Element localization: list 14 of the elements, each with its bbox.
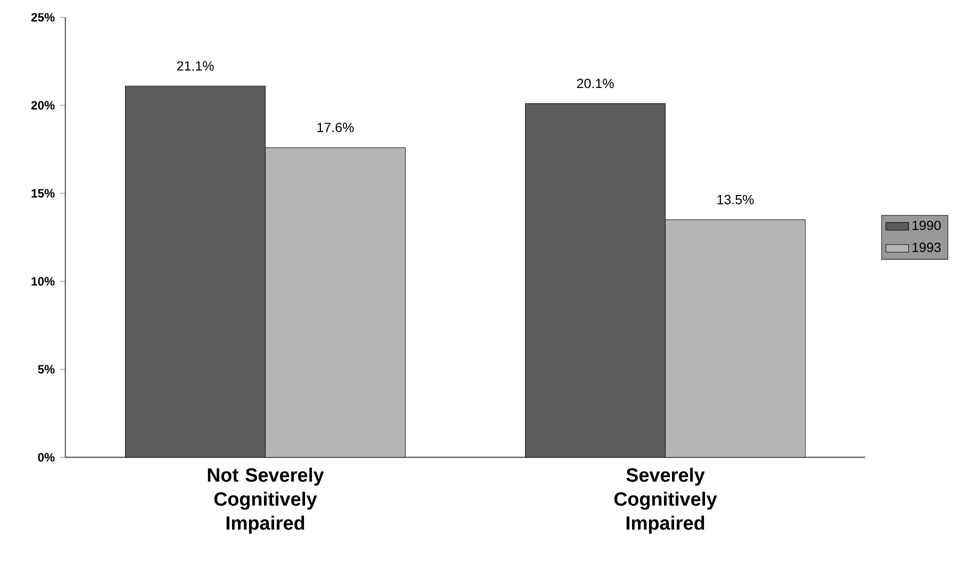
y-tick-label: 0% (38, 453, 55, 462)
data-label: 13.5% (717, 195, 754, 205)
y-tick-label: 15% (32, 189, 55, 198)
y-tick-label: 10% (32, 277, 55, 286)
data-label: 20.1% (577, 78, 614, 88)
x-tick-label: Severely Cognitively Impaired (614, 468, 717, 534)
y-tick-label: 25% (31, 13, 55, 22)
y-tick-label: 5% (38, 365, 55, 374)
x-tick-label: Not Severely Cognitively Impaired (208, 468, 324, 534)
data-label: 17.6% (317, 122, 354, 132)
data-label: 21.1% (177, 61, 214, 71)
legend-label: 1993 (912, 242, 941, 252)
y-tick-label: 20% (31, 101, 55, 110)
legend-label: 1990 (912, 220, 941, 230)
